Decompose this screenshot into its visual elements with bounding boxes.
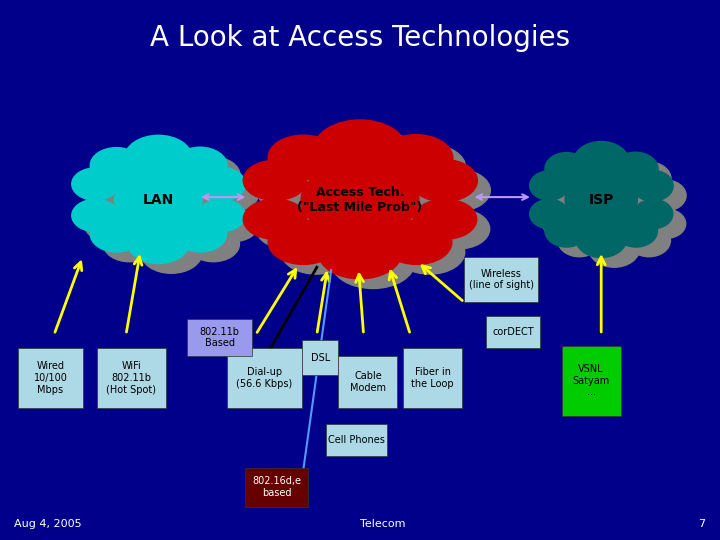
Text: A Look at Access Technologies: A Look at Access Technologies xyxy=(150,24,570,52)
Ellipse shape xyxy=(545,153,588,185)
Ellipse shape xyxy=(196,167,246,201)
FancyBboxPatch shape xyxy=(302,340,338,375)
Ellipse shape xyxy=(103,157,156,193)
Ellipse shape xyxy=(243,199,307,239)
FancyBboxPatch shape xyxy=(403,348,462,408)
Ellipse shape xyxy=(90,216,143,252)
Ellipse shape xyxy=(647,209,685,238)
Text: Cable
Modem: Cable Modem xyxy=(350,372,386,393)
Ellipse shape xyxy=(613,152,658,186)
Ellipse shape xyxy=(573,141,629,184)
Ellipse shape xyxy=(85,178,132,210)
Ellipse shape xyxy=(392,144,466,191)
FancyBboxPatch shape xyxy=(464,256,538,302)
Ellipse shape xyxy=(327,130,419,187)
Text: VSNL
Satyam
...: VSNL Satyam ... xyxy=(572,364,610,397)
Ellipse shape xyxy=(426,209,490,249)
Ellipse shape xyxy=(174,216,227,252)
Ellipse shape xyxy=(423,169,490,211)
Ellipse shape xyxy=(382,220,452,265)
FancyBboxPatch shape xyxy=(187,319,252,356)
Ellipse shape xyxy=(530,171,569,200)
Text: corDECT: corDECT xyxy=(492,327,534,337)
Text: Dial-up
(56.6 Kbps): Dial-up (56.6 Kbps) xyxy=(236,367,293,389)
Ellipse shape xyxy=(413,199,477,239)
Ellipse shape xyxy=(85,209,132,241)
Ellipse shape xyxy=(530,199,569,228)
FancyBboxPatch shape xyxy=(326,424,387,456)
Ellipse shape xyxy=(125,136,192,182)
Ellipse shape xyxy=(586,151,642,193)
Ellipse shape xyxy=(331,236,415,288)
FancyBboxPatch shape xyxy=(245,468,308,507)
Ellipse shape xyxy=(281,145,351,189)
Text: Wired
10/100
Mbps: Wired 10/100 Mbps xyxy=(33,361,68,395)
Text: 802.11b
Based: 802.11b Based xyxy=(199,327,240,348)
Ellipse shape xyxy=(187,226,240,262)
Ellipse shape xyxy=(103,226,156,262)
Ellipse shape xyxy=(256,209,320,249)
Text: Fiber in
the Loop: Fiber in the Loop xyxy=(411,367,454,389)
Ellipse shape xyxy=(395,230,465,274)
Ellipse shape xyxy=(318,226,402,279)
Ellipse shape xyxy=(127,180,215,239)
Ellipse shape xyxy=(173,147,228,185)
Ellipse shape xyxy=(314,120,406,178)
Ellipse shape xyxy=(575,219,627,258)
Ellipse shape xyxy=(558,163,601,194)
Text: 802.16d,e
based: 802.16d,e based xyxy=(252,476,301,498)
Text: Wireless
(line of sight): Wireless (line of sight) xyxy=(469,268,534,291)
FancyBboxPatch shape xyxy=(227,348,302,408)
FancyBboxPatch shape xyxy=(18,348,83,408)
Ellipse shape xyxy=(138,145,205,192)
Text: 7: 7 xyxy=(698,519,706,529)
Ellipse shape xyxy=(198,199,245,232)
Ellipse shape xyxy=(588,229,640,267)
Ellipse shape xyxy=(72,199,119,232)
Ellipse shape xyxy=(140,231,202,273)
FancyBboxPatch shape xyxy=(338,356,397,408)
Text: LAN: LAN xyxy=(143,193,174,207)
Text: Cell Phones: Cell Phones xyxy=(328,435,385,445)
Ellipse shape xyxy=(543,209,582,238)
Text: ISP: ISP xyxy=(588,193,614,207)
Ellipse shape xyxy=(634,199,672,228)
Ellipse shape xyxy=(72,168,119,200)
Ellipse shape xyxy=(379,134,453,181)
Ellipse shape xyxy=(410,159,477,201)
Text: DSL: DSL xyxy=(311,353,330,363)
Text: Access Tech.
("Last Mile Prob"): Access Tech. ("Last Mile Prob") xyxy=(297,186,423,214)
Ellipse shape xyxy=(211,209,258,241)
Ellipse shape xyxy=(614,215,657,247)
Ellipse shape xyxy=(114,170,202,230)
Ellipse shape xyxy=(543,181,582,210)
Ellipse shape xyxy=(90,147,143,184)
Text: WiFi
802.11b
(Hot Spot): WiFi 802.11b (Hot Spot) xyxy=(107,361,156,395)
Text: Telecom: Telecom xyxy=(360,519,405,529)
Ellipse shape xyxy=(127,221,189,264)
Ellipse shape xyxy=(243,160,307,200)
Ellipse shape xyxy=(209,177,258,211)
Ellipse shape xyxy=(626,162,671,196)
Ellipse shape xyxy=(545,215,588,247)
Ellipse shape xyxy=(632,171,673,201)
Ellipse shape xyxy=(565,173,637,227)
Ellipse shape xyxy=(186,157,240,194)
Ellipse shape xyxy=(256,170,320,210)
Ellipse shape xyxy=(578,183,650,237)
Ellipse shape xyxy=(281,230,351,274)
Ellipse shape xyxy=(268,135,338,179)
FancyBboxPatch shape xyxy=(562,346,621,416)
Ellipse shape xyxy=(627,225,670,256)
Ellipse shape xyxy=(645,180,686,211)
FancyBboxPatch shape xyxy=(97,348,166,408)
Ellipse shape xyxy=(268,220,338,265)
Ellipse shape xyxy=(558,225,601,256)
FancyBboxPatch shape xyxy=(486,316,540,348)
Text: Aug 4, 2005: Aug 4, 2005 xyxy=(14,519,82,529)
Ellipse shape xyxy=(314,172,432,247)
Ellipse shape xyxy=(301,163,419,237)
